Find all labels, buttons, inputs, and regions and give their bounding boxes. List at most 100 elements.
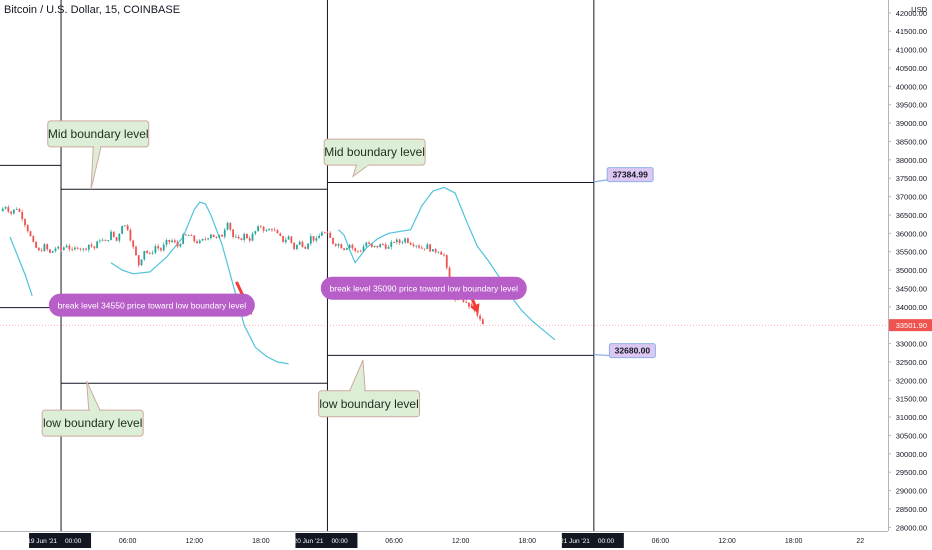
candle-body [193, 235, 196, 242]
time-axis-bg [0, 531, 888, 550]
candle-body [354, 248, 357, 251]
candle-body [187, 235, 190, 236]
candle-body [418, 245, 420, 248]
candle-body [201, 238, 204, 241]
candle-body [76, 247, 79, 249]
time-tick-label: 12:00 [452, 538, 470, 545]
candle-body [32, 236, 35, 242]
note-label: Mid boundary level [48, 127, 149, 141]
candle-body [62, 247, 65, 250]
candle-body [37, 247, 40, 251]
candle-body [296, 244, 298, 250]
candle-body [218, 234, 221, 238]
candle-body [151, 252, 154, 254]
candle-body [415, 245, 418, 247]
note-callout-tail [90, 146, 102, 190]
candle-body [215, 236, 218, 238]
candle-body [51, 251, 54, 253]
candle-body [409, 242, 412, 245]
candle-body [148, 252, 151, 254]
candle-body [57, 246, 60, 249]
candle-body [404, 238, 407, 243]
candle-body [332, 237, 334, 244]
time-marker-box [295, 533, 358, 548]
candle-body [112, 231, 115, 238]
candle-body [240, 238, 243, 241]
candle-body [351, 244, 354, 249]
candle-body [282, 235, 284, 243]
candle-body [1, 208, 4, 212]
candle-body [154, 246, 157, 253]
price-tick-label: 37000.00 [896, 193, 927, 202]
price-tick-label: 33000.00 [896, 340, 927, 349]
candle-body [290, 236, 293, 243]
time-marker-date: 19 Jun '21 [27, 538, 57, 545]
price-tick-label: 31500.00 [896, 395, 927, 404]
price-axis-bg [888, 0, 932, 550]
price-tick-label: 28000.00 [896, 523, 927, 532]
price-tick-label: 34000.00 [896, 303, 927, 312]
candle-body [393, 241, 395, 243]
candle-body [99, 240, 101, 242]
candle-body [104, 239, 107, 241]
candle-body [465, 301, 468, 303]
candle-body [168, 240, 171, 242]
price-tick-label: 32500.00 [896, 358, 927, 367]
candle-body [301, 241, 304, 247]
candle-body [90, 244, 93, 247]
note-tail-join [89, 408, 99, 412]
candle-body [373, 245, 376, 247]
candle-body [12, 209, 15, 214]
candle-body [329, 232, 332, 238]
candle-body [398, 239, 401, 243]
candle-body [334, 243, 337, 246]
candle-body [251, 233, 254, 241]
candle-body [68, 245, 71, 250]
price-tag-label: 37384.99 [612, 170, 648, 180]
time-tick-label: 12:00 [718, 538, 736, 545]
candle-body [115, 237, 118, 241]
candle-body [40, 250, 43, 252]
candle-body [254, 231, 257, 234]
candle-body [412, 244, 415, 247]
price-tick-label: 28500.00 [896, 505, 927, 514]
candle-body [229, 222, 232, 230]
candle-body [262, 226, 265, 231]
candle-body [432, 249, 434, 252]
candle-body [207, 238, 210, 240]
candle-body [176, 242, 179, 247]
candle-body [298, 241, 301, 245]
price-tick-label: 39500.00 [896, 101, 927, 110]
time-tick-label: 12:00 [185, 538, 203, 545]
candle-body [370, 243, 373, 247]
candle-body [182, 234, 185, 244]
candle-body [7, 207, 10, 212]
note-tail-join [357, 163, 368, 167]
callout-label: break level 34550 price toward low bound… [58, 301, 247, 311]
candle-body [307, 243, 309, 249]
time-marker-time: 00:00 [65, 538, 82, 545]
projection-wave-b [110, 201, 289, 365]
candle-body [204, 238, 207, 240]
price-tick-label: 32000.00 [896, 376, 927, 385]
candle-body [26, 225, 29, 232]
candle-body [74, 247, 76, 250]
candle-body [382, 244, 384, 245]
candle-body [426, 244, 429, 250]
candle-body [257, 226, 259, 232]
candle-body [448, 267, 451, 284]
time-marker-date: 20 Jun '21 [294, 538, 324, 545]
note-tail-join [94, 145, 101, 149]
price-tick-label: 35500.00 [896, 248, 927, 257]
price-tick-label: 35000.00 [896, 266, 927, 275]
currency-label: USD [911, 5, 927, 14]
callout-box [320, 276, 527, 300]
price-tick-label: 29500.00 [896, 468, 927, 477]
note-box [323, 138, 426, 166]
price-tick-label: 41000.00 [896, 46, 927, 55]
boundary-levels [0, 164, 594, 384]
projection-waves [9, 186, 556, 365]
time-marker-time: 00:00 [598, 538, 615, 545]
candle-body [345, 248, 348, 250]
